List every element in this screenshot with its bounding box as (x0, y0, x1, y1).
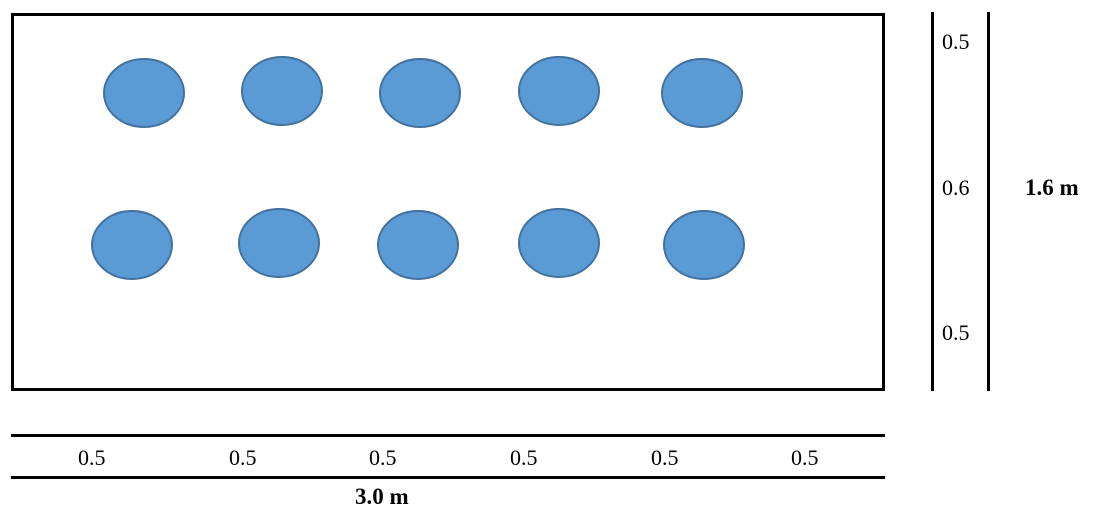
vertical-total-label: 1.6 m (1025, 175, 1079, 200)
horizontal-total-label: 3.0 m (355, 484, 409, 509)
plant-r1-c4 (518, 56, 600, 126)
horizontal-segment-label-5: 0.5 (651, 445, 679, 470)
horizontal-segment-label-2: 0.5 (229, 445, 257, 470)
horizontal-segment-label-6: 0.5 (791, 445, 819, 470)
horizontal-dimension-line-bottom (11, 476, 885, 479)
plant-r2-c4 (518, 208, 600, 278)
plot-area (11, 13, 885, 391)
vertical-segment-label-1: 0.5 (942, 29, 970, 54)
vertical-segment-label-2: 0.6 (942, 175, 970, 200)
plant-r2-c1 (91, 210, 173, 280)
vertical-dimension-line-left (931, 12, 934, 391)
horizontal-segment-label-3: 0.5 (369, 445, 397, 470)
plant-r2-c3 (377, 210, 459, 280)
horizontal-segment-label-1: 0.5 (78, 445, 106, 470)
plant-r1-c5 (661, 58, 743, 128)
plant-r1-c2 (241, 56, 323, 126)
plant-r2-c5 (663, 210, 745, 280)
plant-r1-c1 (103, 58, 185, 128)
vertical-segment-label-3: 0.5 (942, 320, 970, 345)
horizontal-dimension-line-top (11, 434, 885, 437)
plant-r1-c3 (379, 58, 461, 128)
vertical-dimension-line-right (987, 12, 990, 391)
horizontal-segment-label-4: 0.5 (510, 445, 538, 470)
plant-r2-c2 (238, 208, 320, 278)
